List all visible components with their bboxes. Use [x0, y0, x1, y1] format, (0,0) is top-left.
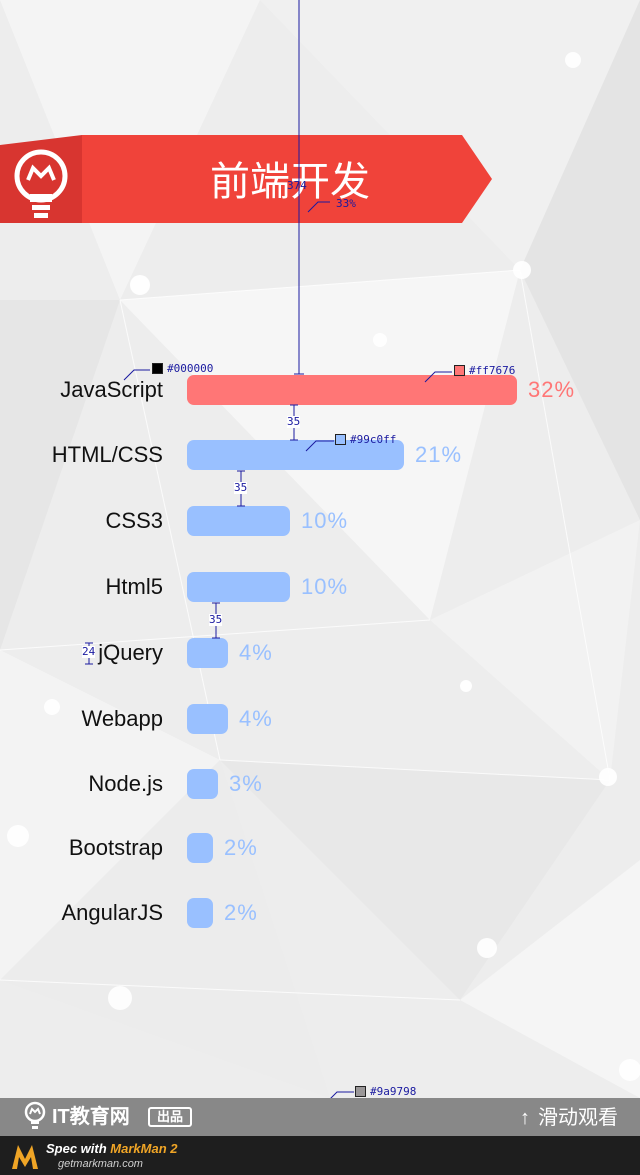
footer-bar	[0, 1098, 640, 1136]
bar	[187, 440, 404, 470]
bar	[187, 375, 517, 405]
category-label: Webapp	[81, 706, 163, 731]
value-label: 10%	[301, 508, 349, 533]
value-label: 3%	[229, 771, 263, 796]
color-swatch	[152, 363, 163, 374]
value-label: 21%	[415, 442, 463, 467]
spec-height-label: 24	[82, 645, 96, 658]
page-title: 前端开发	[210, 159, 370, 205]
spec-gap-label: 35	[287, 415, 301, 428]
spec-color-label: #ff7676	[469, 364, 516, 377]
bar	[187, 833, 213, 863]
arrow-up-icon: ↑	[520, 1107, 530, 1129]
category-label: JavaScript	[60, 377, 163, 402]
bar	[187, 572, 290, 602]
category-label: Node.js	[88, 771, 163, 796]
spec-color-label: #9a9798	[370, 1085, 417, 1098]
value-label: 10%	[301, 574, 349, 599]
color-swatch	[355, 1086, 366, 1097]
spec-gap-label: 35	[234, 481, 248, 494]
markman-site: getmarkman.com	[58, 1158, 143, 1170]
category-label: AngularJS	[61, 900, 163, 925]
bar	[187, 769, 218, 799]
title-banner	[0, 135, 492, 223]
value-label: 4%	[239, 640, 273, 665]
category-label: Html5	[105, 574, 163, 599]
spec-color-label: #99c0ff	[350, 433, 397, 446]
spec-height-label: 374	[287, 179, 307, 192]
value-label: 2%	[224, 900, 258, 925]
lightbulb-icon	[24, 1101, 46, 1129]
spec-color-label: #000000	[167, 362, 214, 375]
scroll-hint[interactable]: ↑ 滑动观看	[520, 1104, 618, 1132]
scroll-hint-label: 滑动观看	[538, 1107, 618, 1129]
value-label: 4%	[239, 706, 273, 731]
bar	[187, 506, 290, 536]
value-label: 32%	[528, 377, 576, 402]
bar	[187, 898, 213, 928]
brand-badge: 出品	[148, 1107, 192, 1127]
category-label: jQuery	[98, 640, 163, 665]
markman-credit: Spec with MarkMan 2	[46, 1141, 178, 1156]
value-label: 2%	[224, 835, 258, 860]
markman-logo-icon	[12, 1145, 38, 1169]
spec-gap-label: 35	[209, 613, 223, 626]
spec-percent-label: 33%	[336, 197, 356, 210]
color-swatch	[335, 434, 346, 445]
category-label: CSS3	[105, 508, 163, 533]
markman-bar	[0, 1136, 640, 1175]
bar	[187, 704, 228, 734]
lightbulb-icon	[14, 149, 68, 218]
category-label: Bootstrap	[68, 835, 163, 860]
brand-name: IT教育网	[52, 1106, 130, 1128]
color-swatch	[454, 365, 465, 376]
bar	[187, 638, 228, 668]
category-label: HTML/CSS	[51, 442, 163, 467]
bar-chart: JavaScript 32% HTML/CSS 21% CSS3 10% Html5 10% j…	[0, 360, 640, 950]
